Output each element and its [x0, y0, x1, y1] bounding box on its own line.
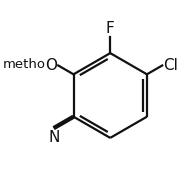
Text: F: F	[106, 21, 115, 36]
Text: N: N	[48, 129, 59, 145]
Text: methо: methо	[3, 57, 45, 70]
Text: Cl: Cl	[163, 58, 178, 73]
Text: O: O	[45, 58, 57, 73]
